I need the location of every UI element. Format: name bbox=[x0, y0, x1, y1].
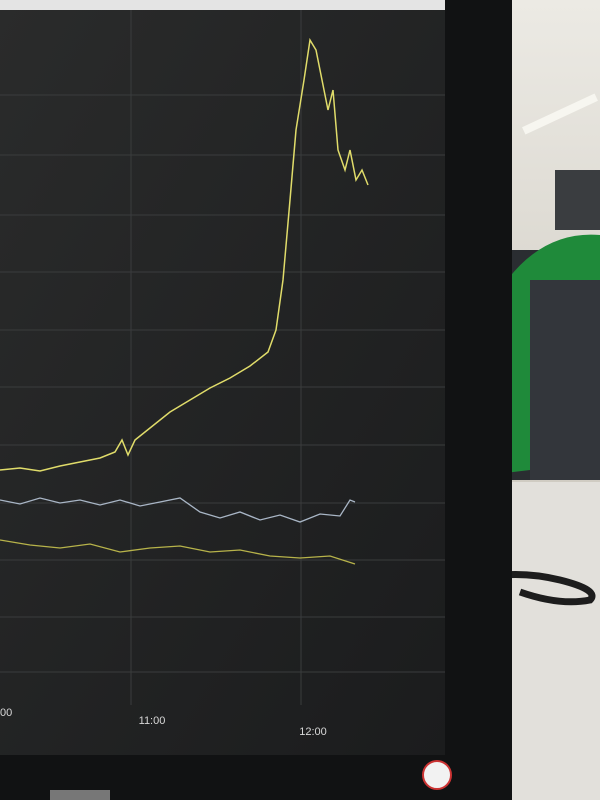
phone-cord bbox=[479, 570, 596, 606]
ceiling-light bbox=[522, 93, 598, 135]
x-tick-label: 00 bbox=[0, 707, 12, 719]
monitor-button bbox=[50, 790, 110, 800]
olive-line bbox=[0, 539, 356, 565]
sticker bbox=[422, 760, 452, 790]
screen-top-bar bbox=[0, 0, 445, 10]
chair-back bbox=[530, 280, 600, 480]
window bbox=[555, 170, 600, 230]
blue-line bbox=[0, 497, 356, 523]
x-tick-label: 11:00 bbox=[139, 715, 166, 727]
yellow-line bbox=[0, 37, 369, 472]
grid bbox=[0, 10, 445, 705]
x-tick-label: 12:00 bbox=[299, 726, 327, 738]
